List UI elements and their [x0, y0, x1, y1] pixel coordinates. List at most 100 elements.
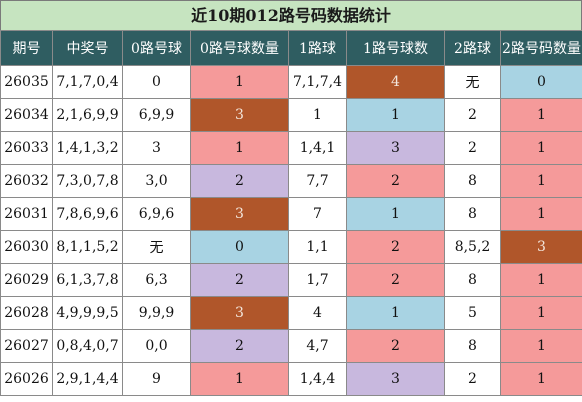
cell-route0-balls: 9,9,9	[122, 296, 191, 330]
table-row: 26035 7,1,7,0,4 0 1 7,1,7,4 4 无 0	[0, 65, 582, 99]
cell-period: 26034	[0, 98, 53, 132]
cell-route2-balls: 2	[444, 98, 501, 132]
cell-route0-count: 2	[190, 164, 289, 198]
cell-route1-count: 1	[346, 98, 445, 132]
cell-route1-count: 2	[346, 329, 445, 363]
header-row: 期号 中奖号 0路号球 0路号球数量 1路球 1路号球数 2路球 2路号码数量	[0, 30, 582, 66]
table-row: 26032 7,3,0,7,8 3,0 2 7,7 2 8 1	[0, 164, 582, 198]
table-row: 26027 0,8,4,0,7 0,0 2 4,7 2 8 1	[0, 329, 582, 363]
cell-route1-count: 2	[346, 230, 445, 264]
cell-route1-balls: 7	[288, 197, 347, 231]
cell-winning-number: 6,1,3,7,8	[52, 263, 123, 297]
cell-route2-count: 1	[500, 131, 582, 165]
cell-period: 26030	[0, 230, 53, 264]
cell-route2-balls: 2	[444, 362, 501, 396]
cell-route2-balls: 2	[444, 131, 501, 165]
cell-route0-balls: 3	[122, 131, 191, 165]
header-route1-balls: 1路球	[288, 30, 347, 66]
cell-route0-count: 2	[190, 263, 289, 297]
cell-route0-count: 3	[190, 98, 289, 132]
cell-route1-balls: 1,1	[288, 230, 347, 264]
cell-route1-count: 1	[346, 197, 445, 231]
cell-period: 26031	[0, 197, 53, 231]
cell-route1-count: 3	[346, 362, 445, 396]
header-route2-count: 2路号码数量	[500, 30, 582, 66]
cell-route2-balls: 5	[444, 296, 501, 330]
cell-route0-count: 1	[190, 362, 289, 396]
cell-route2-count: 1	[500, 263, 582, 297]
cell-route1-balls: 1	[288, 98, 347, 132]
table-row: 26026 2,9,1,4,4 9 1 1,4,4 3 2 1	[0, 362, 582, 396]
header-period: 期号	[0, 30, 53, 66]
header-route2-balls: 2路球	[444, 30, 501, 66]
cell-route0-balls: 6,3	[122, 263, 191, 297]
table-row: 26033 1,4,1,3,2 3 1 1,4,1 3 2 1	[0, 131, 582, 165]
cell-route2-balls: 8	[444, 197, 501, 231]
cell-period: 26029	[0, 263, 53, 297]
cell-route2-count: 1	[500, 98, 582, 132]
cell-period: 26035	[0, 65, 53, 99]
cell-route2-count: 3	[500, 230, 582, 264]
cell-route1-count: 2	[346, 263, 445, 297]
cell-route1-count: 1	[346, 296, 445, 330]
cell-route2-count: 1	[500, 296, 582, 330]
cell-period: 26027	[0, 329, 53, 363]
cell-route1-balls: 4,7	[288, 329, 347, 363]
cell-route1-balls: 7,1,7,4	[288, 65, 347, 99]
cell-route0-balls: 3,0	[122, 164, 191, 198]
header-route1-count: 1路号球数	[346, 30, 445, 66]
cell-route0-balls: 6,9,6	[122, 197, 191, 231]
cell-route0-count: 1	[190, 131, 289, 165]
table-row: 26031 7,8,6,9,6 6,9,6 3 7 1 8 1	[0, 197, 582, 231]
cell-winning-number: 7,1,7,0,4	[52, 65, 123, 99]
cell-route0-balls: 0,0	[122, 329, 191, 363]
cell-route0-count: 0	[190, 230, 289, 264]
cell-winning-number: 0,8,4,0,7	[52, 329, 123, 363]
table-title: 近10期012路号码数据统计	[0, 0, 582, 30]
cell-route2-balls: 8	[444, 164, 501, 198]
cell-route0-count: 3	[190, 296, 289, 330]
cell-winning-number: 7,3,0,7,8	[52, 164, 123, 198]
table-row: 26028 4,9,9,9,5 9,9,9 3 4 1 5 1	[0, 296, 582, 330]
cell-route2-balls: 8	[444, 329, 501, 363]
cell-route0-count: 2	[190, 329, 289, 363]
cell-route2-balls: 无	[444, 65, 501, 99]
cell-period: 26032	[0, 164, 53, 198]
cell-route1-balls: 4	[288, 296, 347, 330]
cell-winning-number: 7,8,6,9,6	[52, 197, 123, 231]
cell-period: 26026	[0, 362, 53, 396]
cell-route1-balls: 7,7	[288, 164, 347, 198]
cell-winning-number: 1,4,1,3,2	[52, 131, 123, 165]
cell-route2-balls: 8	[444, 263, 501, 297]
cell-period: 26028	[0, 296, 53, 330]
cell-winning-number: 2,1,6,9,9	[52, 98, 123, 132]
cell-route1-count: 3	[346, 131, 445, 165]
stats-table: 期号 中奖号 0路号球 0路号球数量 1路球 1路号球数 2路球 2路号码数量 …	[0, 30, 582, 396]
table-row: 26030 8,1,1,5,2 无 0 1,1 2 8,5,2 3	[0, 230, 582, 264]
cell-period: 26033	[0, 131, 53, 165]
cell-route2-balls: 8,5,2	[444, 230, 501, 264]
cell-winning-number: 4,9,9,9,5	[52, 296, 123, 330]
cell-route2-count: 1	[500, 164, 582, 198]
header-winning-number: 中奖号	[52, 30, 123, 66]
cell-route1-balls: 1,4,1	[288, 131, 347, 165]
cell-route0-balls: 0	[122, 65, 191, 99]
cell-route1-balls: 1,4,4	[288, 362, 347, 396]
header-route0-balls: 0路号球	[122, 30, 191, 66]
cell-route0-count: 3	[190, 197, 289, 231]
cell-route1-balls: 1,7	[288, 263, 347, 297]
cell-route2-count: 1	[500, 197, 582, 231]
cell-route0-balls: 9	[122, 362, 191, 396]
cell-route1-count: 2	[346, 164, 445, 198]
cell-route2-count: 1	[500, 329, 582, 363]
cell-route2-count: 0	[500, 65, 582, 99]
table-row: 26029 6,1,3,7,8 6,3 2 1,7 2 8 1	[0, 263, 582, 297]
cell-route1-count: 4	[346, 65, 445, 99]
cell-route0-balls: 无	[122, 230, 191, 264]
cell-route0-count: 1	[190, 65, 289, 99]
cell-winning-number: 8,1,1,5,2	[52, 230, 123, 264]
cell-winning-number: 2,9,1,4,4	[52, 362, 123, 396]
cell-route2-count: 1	[500, 362, 582, 396]
cell-route0-balls: 6,9,9	[122, 98, 191, 132]
